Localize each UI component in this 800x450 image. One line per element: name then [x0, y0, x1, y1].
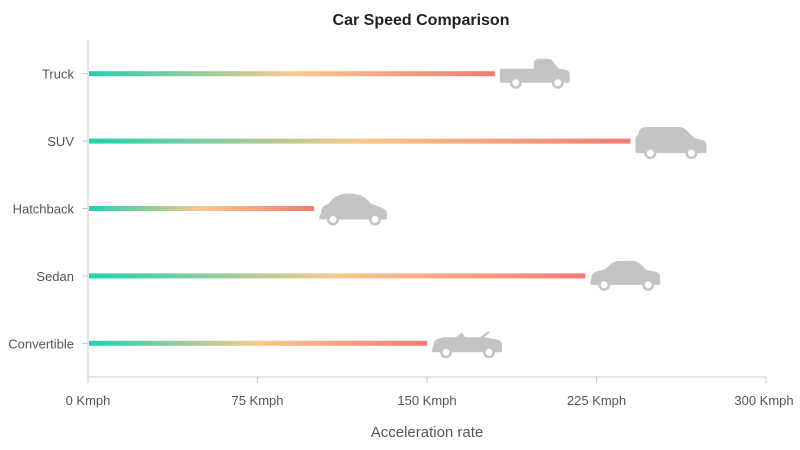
hatchback-icon: [319, 193, 387, 226]
chart-title: Car Speed Comparison: [333, 12, 510, 29]
y-tick-label: Sedan: [36, 269, 74, 284]
x-tick-label: 150 Kmph: [397, 393, 456, 408]
x-tick-label: 75 Kmph: [231, 393, 283, 408]
x-tick-label: 300 Kmph: [734, 393, 793, 408]
bar-suv: [89, 138, 631, 144]
bar-truck: [89, 71, 495, 77]
x-axis-title: Acceleration rate: [371, 424, 484, 441]
suv-icon: [635, 127, 707, 160]
y-tick-label: Truck: [42, 67, 75, 82]
x-tick-label: 0 Kmph: [66, 393, 111, 408]
sedan-icon: [590, 260, 661, 291]
pickup-truck-icon: [499, 58, 570, 89]
bar-convertible: [89, 340, 427, 346]
x-tick-label: 225 Kmph: [567, 393, 626, 408]
bar-hatchback: [89, 206, 314, 211]
chart-marks: Truck SUV Hatchback Sedan Convertible 0 Kmph 7…: [8, 58, 794, 408]
bar-sedan: [89, 273, 586, 279]
convertible-icon: [432, 331, 502, 359]
y-tick-label: Hatchback: [13, 202, 75, 217]
y-tick-label: Convertible: [8, 336, 74, 351]
y-tick-label: SUV: [47, 134, 74, 149]
